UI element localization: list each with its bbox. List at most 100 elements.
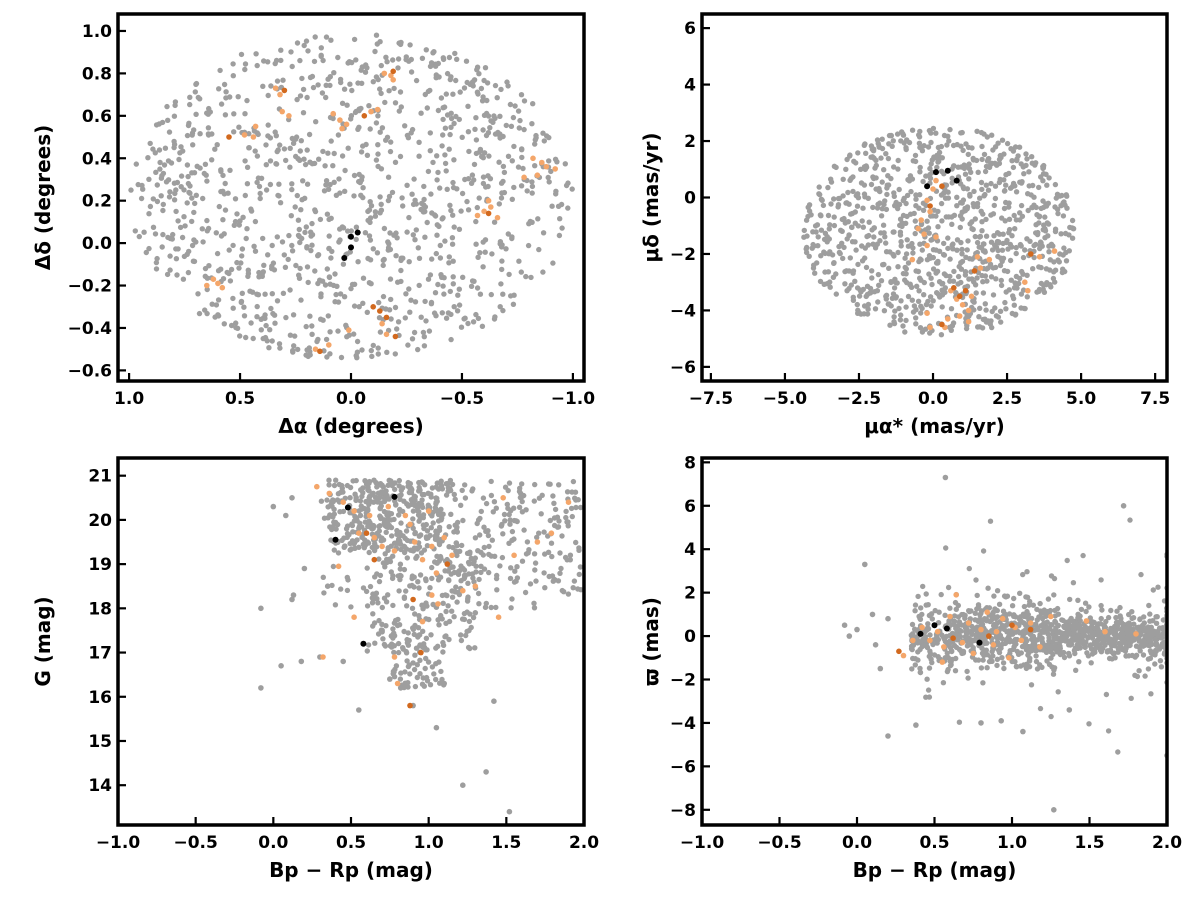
field-star-point bbox=[265, 122, 271, 128]
field-star-point bbox=[914, 283, 920, 289]
member-star-point bbox=[927, 203, 933, 209]
field-star-point bbox=[854, 626, 860, 633]
field-star-point bbox=[925, 144, 932, 150]
field-star-point bbox=[879, 179, 885, 185]
field-star-point bbox=[147, 140, 153, 147]
field-star-point bbox=[949, 175, 955, 181]
field-star-point bbox=[1129, 609, 1135, 615]
field-star-point bbox=[300, 178, 306, 184]
field-star-point bbox=[939, 632, 945, 638]
field-star-point bbox=[958, 266, 965, 272]
field-star-point bbox=[391, 620, 398, 626]
field-star-point bbox=[359, 64, 365, 70]
member-star-point bbox=[488, 204, 494, 210]
field-star-point bbox=[869, 154, 876, 160]
field-star-point bbox=[431, 671, 437, 677]
field-star-point bbox=[493, 505, 499, 511]
field-star-point bbox=[428, 60, 435, 66]
field-star-point bbox=[570, 585, 576, 591]
field-star-point bbox=[885, 155, 892, 162]
member-star-point bbox=[363, 530, 370, 536]
y-tick-label: −4 bbox=[670, 714, 696, 734]
field-star-point bbox=[353, 224, 360, 230]
y-tick-label: 16 bbox=[88, 688, 112, 708]
field-star-point bbox=[448, 124, 454, 130]
field-star-point bbox=[359, 506, 365, 512]
field-star-point bbox=[964, 283, 971, 289]
field-star-point bbox=[335, 491, 342, 497]
field-star-point bbox=[524, 188, 530, 194]
field-star-point bbox=[976, 234, 983, 240]
field-star-point bbox=[885, 615, 891, 622]
field-star-point bbox=[444, 556, 450, 563]
field-star-point bbox=[451, 491, 457, 498]
field-star-point bbox=[298, 138, 304, 144]
field-star-point bbox=[377, 329, 384, 335]
field-star-point bbox=[913, 722, 919, 728]
field-star-point bbox=[330, 563, 337, 570]
field-star-point bbox=[337, 291, 344, 297]
member-star-point bbox=[339, 125, 345, 132]
field-star-point bbox=[419, 200, 425, 207]
field-star-point bbox=[424, 219, 430, 226]
field-star-point bbox=[169, 236, 175, 242]
field-star-point bbox=[891, 190, 897, 196]
field-star-point bbox=[331, 547, 337, 553]
field-star-point bbox=[347, 249, 353, 255]
field-star-point bbox=[556, 232, 563, 239]
member-star-point bbox=[1027, 626, 1034, 633]
field-star-point bbox=[877, 665, 884, 672]
field-star-point bbox=[1041, 620, 1047, 626]
field-star-point bbox=[405, 630, 411, 636]
field-star-point bbox=[459, 487, 465, 494]
member-star-point bbox=[530, 155, 536, 162]
field-star-point bbox=[460, 274, 466, 280]
member-star-point bbox=[326, 490, 333, 497]
field-star-point bbox=[348, 604, 354, 610]
field-star-point bbox=[415, 579, 421, 585]
field-star-point bbox=[328, 138, 334, 144]
field-star-point bbox=[817, 278, 824, 285]
field-star-point bbox=[878, 230, 884, 236]
field-star-point bbox=[287, 164, 293, 170]
field-star-point bbox=[451, 304, 457, 310]
field-star-point bbox=[1127, 642, 1133, 648]
field-star-point bbox=[182, 223, 188, 229]
field-star-point bbox=[1046, 175, 1052, 181]
field-star-point bbox=[820, 202, 827, 209]
field-star-point bbox=[888, 175, 894, 182]
field-star-point bbox=[286, 232, 292, 239]
field-star-point bbox=[479, 323, 486, 329]
field-star-point bbox=[187, 94, 193, 101]
field-star-point bbox=[289, 242, 295, 249]
field-star-point bbox=[996, 601, 1003, 607]
field-star-point bbox=[974, 249, 980, 256]
field-star-point bbox=[456, 591, 463, 598]
field-star-point bbox=[256, 183, 263, 190]
field-star-point bbox=[488, 478, 494, 485]
field-star-point bbox=[360, 185, 366, 191]
field-star-point bbox=[261, 58, 267, 64]
field-star-point bbox=[1063, 258, 1070, 264]
field-star-point bbox=[1018, 305, 1024, 311]
field-star-point bbox=[818, 196, 825, 202]
field-star-point bbox=[297, 93, 304, 99]
field-star-point bbox=[482, 65, 489, 71]
field-star-point bbox=[927, 294, 934, 300]
field-star-point bbox=[1005, 246, 1011, 252]
field-star-point bbox=[897, 229, 904, 235]
member-star-point bbox=[429, 592, 435, 598]
field-star-point bbox=[234, 259, 240, 266]
field-star-point bbox=[816, 184, 822, 190]
field-star-point bbox=[424, 528, 431, 534]
field-star-point bbox=[928, 130, 934, 136]
field-star-point bbox=[450, 544, 456, 551]
field-star-point bbox=[477, 291, 484, 297]
field-star-point bbox=[440, 132, 446, 138]
field-star-point bbox=[301, 42, 307, 49]
field-star-point bbox=[529, 219, 535, 225]
field-star-point bbox=[234, 211, 240, 217]
field-star-point bbox=[365, 217, 371, 224]
field-star-point bbox=[1117, 604, 1123, 611]
field-star-point bbox=[1147, 618, 1153, 624]
